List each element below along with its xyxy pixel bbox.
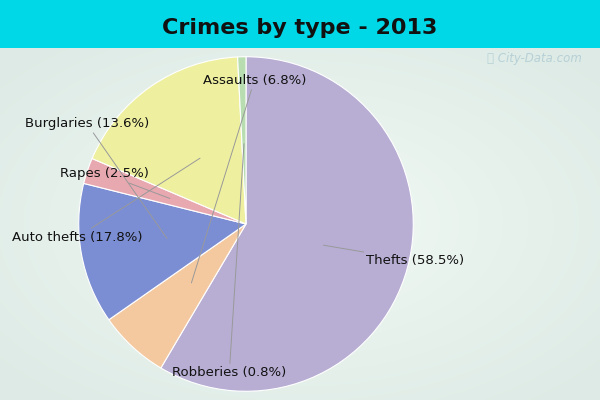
- Wedge shape: [109, 224, 246, 368]
- Text: Assaults (6.8%): Assaults (6.8%): [191, 74, 306, 283]
- Text: Burglaries (13.6%): Burglaries (13.6%): [25, 117, 167, 238]
- Wedge shape: [84, 158, 246, 224]
- Text: Robberies (0.8%): Robberies (0.8%): [172, 144, 286, 379]
- Wedge shape: [161, 57, 413, 391]
- Text: ⓘ City-Data.com: ⓘ City-Data.com: [487, 52, 582, 65]
- Text: Crimes by type - 2013: Crimes by type - 2013: [163, 18, 437, 38]
- Text: Thefts (58.5%): Thefts (58.5%): [323, 245, 464, 267]
- Text: Rapes (2.5%): Rapes (2.5%): [60, 167, 170, 198]
- Wedge shape: [92, 57, 246, 224]
- Wedge shape: [238, 57, 246, 224]
- Text: Auto thefts (17.8%): Auto thefts (17.8%): [12, 158, 200, 244]
- Wedge shape: [79, 184, 246, 320]
